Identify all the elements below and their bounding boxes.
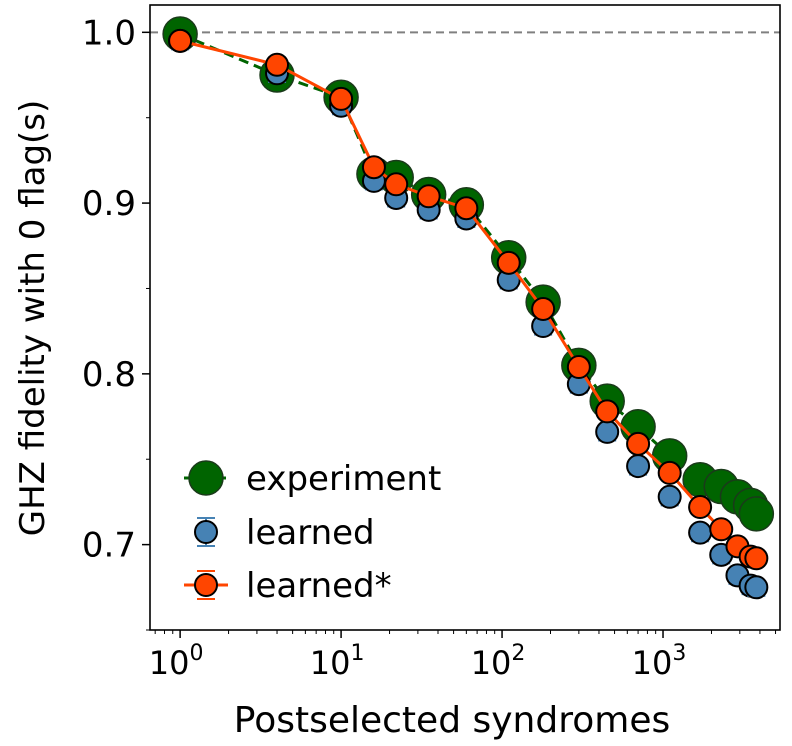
learned-star-point [454, 196, 479, 221]
learned-star-point [657, 460, 682, 485]
learned-star-point [709, 517, 734, 542]
y-tick-label: 1.0 [82, 13, 136, 53]
learned-star-point [626, 431, 651, 456]
y-tick-label: 0.8 [82, 355, 136, 395]
learned-star-point [531, 296, 556, 321]
legend-label: experiment [246, 459, 441, 499]
legend-experiment-marker [188, 460, 224, 496]
learned-point [744, 575, 769, 600]
learned-star-point [566, 355, 591, 380]
learned-star-point [361, 155, 386, 180]
x-tick-label: 102 [471, 641, 526, 682]
legend-label: learned* [246, 566, 392, 606]
y-axis-label: GHZ fidelity with 0 flag(s) [13, 100, 53, 537]
learned-star-point [688, 495, 713, 520]
learned-point [595, 419, 620, 444]
x-axis-label: Postselected syndromes [234, 700, 670, 741]
learned-star-point [744, 546, 769, 571]
experiment-point [738, 496, 775, 532]
plot-marks [150, 16, 780, 600]
legend-learned-star-marker [194, 573, 218, 597]
learned-point [688, 520, 713, 545]
legend-label: learned [246, 513, 375, 553]
learned-star-point [496, 250, 521, 275]
learned-point [626, 454, 651, 479]
plot-frame [149, 4, 781, 631]
learned-star-point [384, 172, 409, 197]
x-tick-label: 101 [310, 641, 365, 682]
x-tick-label: 103 [632, 641, 687, 682]
y-tick-label: 0.7 [82, 526, 136, 566]
legend: experiment learned learned* [184, 459, 441, 606]
y-tick-label: 0.9 [82, 184, 136, 224]
learned-star-point [595, 399, 620, 424]
axes: 100 101 102 103 0.7 0.8 0.9 1.0 [82, 13, 777, 682]
learned-point [657, 484, 682, 509]
legend-learned-marker [194, 520, 218, 544]
learned-star-point [329, 86, 354, 111]
learned-star-point [265, 52, 290, 77]
learned-star-point [168, 28, 193, 53]
x-tick-label: 100 [149, 641, 204, 682]
learned-star-point [416, 184, 441, 209]
